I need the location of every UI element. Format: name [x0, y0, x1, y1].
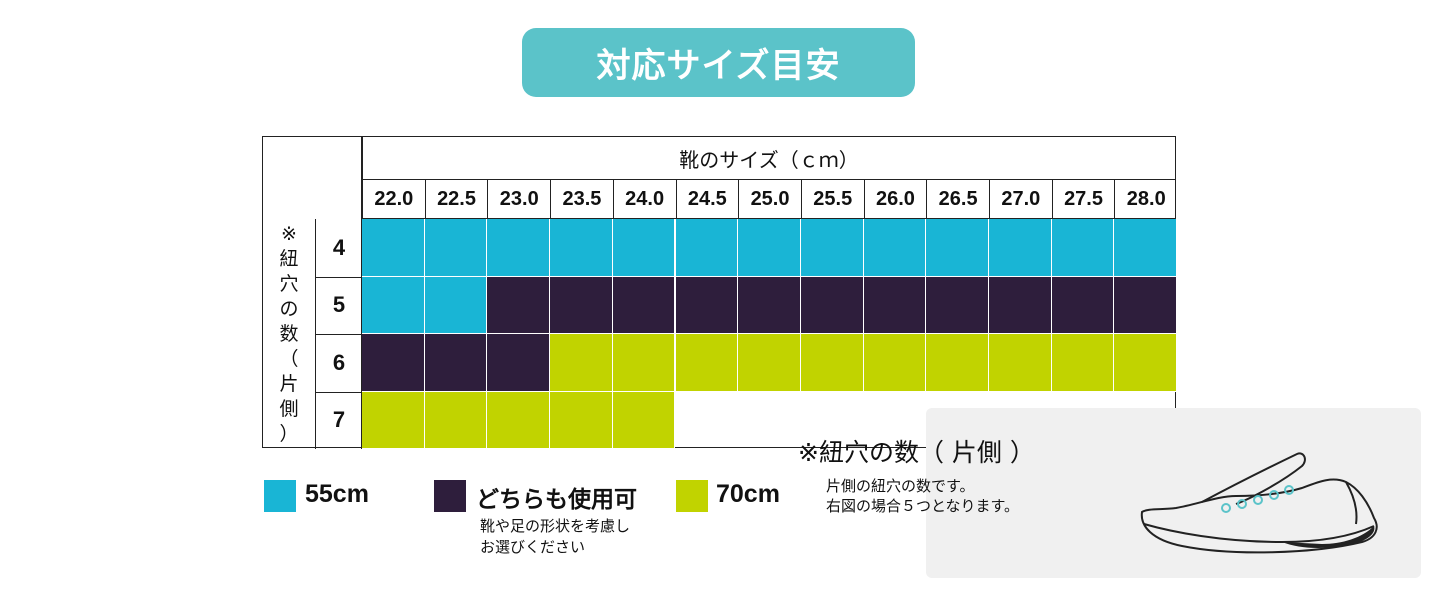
size-grid-cell	[1114, 334, 1178, 392]
size-grid-cell	[487, 276, 551, 334]
size-column-header: 25.5	[800, 180, 864, 218]
legend-label-70cm: 70cm	[716, 480, 780, 508]
size-grid-cell	[550, 391, 613, 449]
size-grid-cell	[675, 219, 739, 277]
eyelet-count-axis-char: 紐	[279, 247, 299, 270]
size-column-header: 23.5	[550, 180, 613, 218]
eyelet-count-axis-char: 数	[279, 322, 299, 345]
size-grid-cell	[863, 334, 927, 392]
eyelet-count-axis-char: ※	[281, 222, 297, 245]
legend-note-both: 靴や足の形状を考慮し お選びください	[480, 516, 630, 558]
size-grid-cell	[550, 219, 613, 277]
divider	[315, 334, 362, 335]
eyelet-count-row-label: 7	[332, 407, 346, 433]
size-grid-cell	[800, 334, 864, 392]
size-grid-cell	[863, 276, 927, 334]
size-grid-cell	[738, 334, 801, 392]
size-column-header: 27.5	[1051, 180, 1115, 218]
size-grid-cell	[424, 219, 488, 277]
size-column-header: 24.5	[675, 180, 739, 218]
legend-label-55cm: 55cm	[305, 480, 369, 508]
legend-swatch-55cm	[264, 480, 296, 512]
size-grid-cell	[612, 276, 676, 334]
size-grid-cell	[800, 219, 864, 277]
eyelet-count-axis-char: 片	[279, 372, 299, 395]
divider	[361, 137, 362, 449]
divider	[315, 391, 362, 393]
size-grid-cell	[487, 391, 551, 449]
size-grid-cell	[362, 219, 425, 277]
size-grid-cell	[424, 391, 488, 449]
size-grid-cell	[612, 334, 676, 392]
legend-swatch-70cm	[676, 480, 708, 512]
size-column-header: 28.0	[1114, 180, 1177, 218]
size-grid-cell	[362, 391, 425, 449]
size-column-header: 26.0	[863, 180, 927, 218]
size-grid-cell	[550, 334, 613, 392]
size-grid-cell	[487, 219, 551, 277]
eyelet-count-row-label: 5	[332, 292, 346, 318]
size-grid-cell	[926, 276, 989, 334]
size-column-header: 23.0	[487, 180, 550, 218]
size-grid-cell	[738, 219, 801, 277]
size-grid-cell	[550, 276, 613, 334]
divider	[315, 276, 362, 278]
size-grid-cell	[1051, 276, 1115, 334]
info-description-line: 右図の場合５つとなります。	[826, 497, 1020, 515]
size-grid-cell	[675, 276, 739, 334]
size-grid-cell	[1114, 219, 1178, 277]
size-grid-cell	[989, 334, 1052, 392]
size-grid-cell	[1051, 219, 1115, 277]
size-column-header: 24.0	[612, 180, 676, 218]
legend-label-both: どちらも使用可	[476, 486, 637, 512]
size-grid-cell	[362, 334, 425, 392]
eyelet-count-row-label: 4	[332, 234, 346, 260]
size-grid-cell	[989, 276, 1052, 334]
size-grid-cell	[612, 391, 676, 449]
size-column-header: 27.0	[989, 180, 1052, 218]
size-column-header: 25.0	[738, 180, 801, 218]
size-grid-cell	[487, 334, 551, 392]
legend-note-line: お選びください	[480, 538, 586, 556]
eyelet-count-axis-char: （	[279, 347, 299, 370]
size-grid-cell	[424, 276, 488, 334]
eyelet-count-axis-char: の	[279, 297, 299, 320]
size-column-header: 22.0	[362, 180, 425, 218]
divider	[362, 218, 1175, 219]
info-description-line: 片側の紐穴の数です。	[826, 477, 975, 495]
eyelet-count-axis-label: ※ 紐穴の数（片側）	[263, 219, 315, 449]
size-grid-cell	[1114, 276, 1178, 334]
size-grid-cell	[424, 334, 488, 392]
legend-note-line: 靴や足の形状を考慮し	[480, 517, 631, 535]
eyelet-count-axis-char: 穴	[279, 272, 299, 295]
size-grid-cell	[675, 334, 739, 392]
page-title: 対応サイズ目安	[522, 28, 915, 97]
size-chart-table: 靴のサイズ（ｃｍ） ※ 紐穴の数（片側） 22.0 22.5 23.0 23.5 24.0…	[262, 136, 1178, 449]
size-grid-cell	[1051, 334, 1115, 392]
size-grid-cell	[863, 219, 927, 277]
info-title: ※紐穴の数（ 片側 ）	[798, 438, 1035, 467]
size-grid-cell	[738, 276, 801, 334]
size-grid-cell	[926, 219, 989, 277]
size-grid-cell	[926, 334, 989, 392]
shoe-illustration-icon	[1140, 452, 1378, 554]
eyelet-count-axis-char: 側	[279, 397, 299, 420]
info-description: 片側の紐穴の数です。 右図の場合５つとなります。	[826, 476, 1019, 516]
legend-swatch-both	[434, 480, 466, 512]
eyelet-count-row-label: 6	[332, 349, 346, 375]
size-grid-cell	[989, 219, 1052, 277]
size-grid-cell	[800, 276, 864, 334]
size-grid-cell	[612, 219, 676, 277]
info-panel	[926, 408, 1421, 578]
eyelet-count-axis-char: ）	[279, 422, 299, 445]
size-grid-cell	[362, 276, 425, 334]
size-column-header: 22.5	[424, 180, 488, 218]
shoe-size-header: 靴のサイズ（ｃｍ）	[362, 137, 1175, 180]
size-column-header: 26.5	[926, 180, 989, 218]
